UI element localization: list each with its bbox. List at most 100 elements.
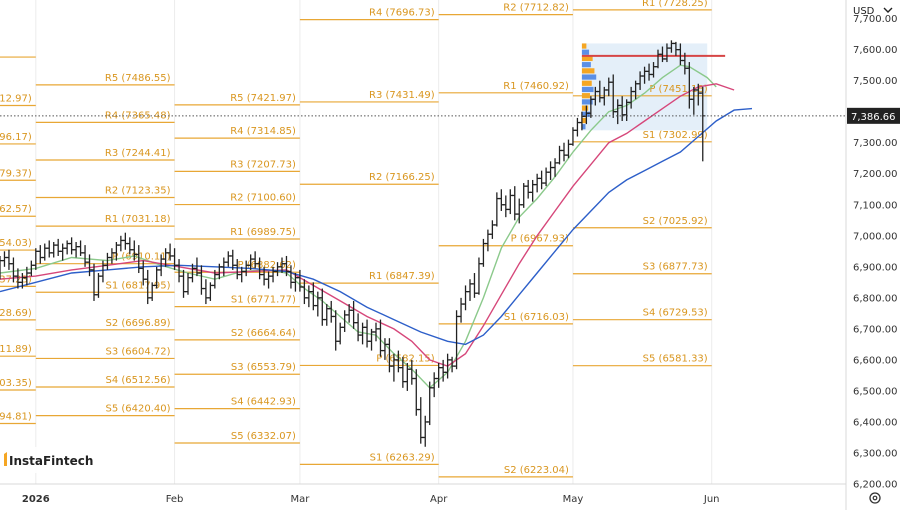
price-bar [368, 328, 375, 351]
price-bar [351, 300, 357, 329]
price-bar [521, 183, 527, 208]
price-bar [185, 273, 191, 295]
price-bar [46, 240, 52, 258]
price-bar [547, 161, 554, 180]
price-bar [328, 300, 334, 323]
price-bar [55, 238, 61, 256]
pivot-label: R1 (7728.25) [642, 0, 708, 9]
pivot-label: 12.97) [0, 93, 32, 104]
price-bar [489, 220, 495, 239]
price-bar [306, 285, 312, 308]
y-axis-background [846, 0, 900, 510]
currency-label[interactable]: USD [853, 6, 893, 17]
price-bar [118, 235, 124, 252]
pivot-label: 54.03) [0, 238, 32, 249]
price-bars [0, 40, 706, 447]
y-tick-label: 6,200.00 [853, 480, 898, 491]
pivot-label: 03.35) [0, 378, 32, 389]
price-bar [42, 243, 48, 261]
x-axis: 2026 Feb Mar Apr May Jun [0, 483, 846, 505]
pivot-label: P (6882.62) [238, 260, 296, 271]
y-tick-label: 7,200.00 [853, 169, 898, 180]
pivot-label: R3 (7207.73) [230, 159, 296, 170]
y-tick-label: 7,700.00 [853, 14, 898, 25]
price-bar [355, 313, 361, 342]
pivot-label: S1 (7302.99) [643, 130, 708, 141]
pivot-label: S4 (6729.53) [643, 308, 708, 319]
price-bar [33, 248, 39, 270]
pivot-label: R4 (7696.73) [369, 8, 435, 19]
price-bar [507, 189, 513, 215]
price-bar [225, 251, 231, 267]
pivot-label: P (6910.11) [112, 252, 170, 263]
y-tick-label: 6,600.00 [853, 355, 898, 366]
price-bar [427, 381, 433, 426]
pivot-label: S4 (6442.93) [231, 397, 296, 408]
moving-average-line [0, 107, 753, 346]
price-bar [297, 269, 303, 292]
profile-bar [581, 124, 586, 130]
pivot-label: S5 (6420.40) [106, 404, 171, 415]
price-bar [525, 179, 531, 199]
pivot-label: S3 (6877.73) [643, 262, 708, 273]
gridlines [35, 0, 713, 484]
price-bar [498, 189, 504, 211]
profile-bar [581, 55, 593, 62]
x-tick-label: 2026 [22, 494, 50, 505]
y-axis: 7,700.007,600.007,500.007,400.007,300.00… [845, 0, 900, 510]
price-bar [574, 117, 581, 137]
profile-bar [581, 49, 590, 55]
pivot-label: R2 (7712.82) [503, 3, 569, 14]
pivot-label: P (7451.18) [649, 84, 707, 95]
profile-bar [581, 117, 587, 124]
price-bar [265, 271, 272, 289]
price-bar [324, 304, 330, 326]
price-bar [64, 240, 70, 255]
pivot-label: S2 (6696.89) [106, 318, 171, 329]
price-bar [534, 173, 540, 193]
price-bar [418, 397, 424, 444]
x-tick-label: Feb [166, 494, 184, 505]
x-tick-label: Apr [430, 494, 448, 505]
pivot-label: R2 (7166.25) [369, 172, 435, 183]
pivot-label: 28.69) [0, 308, 32, 319]
price-bar [494, 192, 500, 227]
profile-bar [581, 43, 587, 49]
logo-mark-icon [4, 452, 7, 466]
y-tick-label: 6,700.00 [853, 324, 898, 335]
price-bar [60, 243, 66, 261]
pivot-label: R4 (7314.85) [230, 126, 296, 137]
chevron-down-icon [883, 7, 893, 13]
y-tick-label: 7,500.00 [853, 76, 898, 87]
profile-bar [581, 99, 593, 105]
price-bar [543, 167, 549, 187]
pivot-label: R1 (7031.18) [105, 214, 171, 225]
settings-button[interactable] [869, 492, 881, 504]
y-tick-label: 7,600.00 [853, 45, 898, 56]
price-bar [333, 310, 339, 351]
price-bar [315, 291, 321, 317]
x-tick-label: Mar [290, 494, 310, 505]
pivot-label: R3 (7244.41) [105, 148, 171, 159]
pivot-label: S1 (6817.95) [106, 280, 171, 291]
pivot-label: S5 (6581.33) [643, 354, 708, 365]
price-bar [539, 170, 545, 190]
price-bar [485, 229, 491, 252]
price-bar [556, 145, 563, 165]
price-bar [467, 279, 473, 301]
price-bar [69, 237, 75, 255]
y-tick-label: 6,300.00 [853, 448, 898, 459]
profile-bar [581, 80, 592, 86]
pivot-label: S2 (7025.92) [643, 216, 708, 227]
profile-bar [581, 62, 591, 68]
y-tick-label: 7,000.00 [853, 231, 898, 242]
pivot-label: S1 (6716.03) [504, 312, 569, 323]
pivot-label: P (6967.93) [511, 234, 569, 245]
y-tick-label: 7,100.00 [853, 200, 898, 211]
pivot-label: R3 (7431.49) [369, 90, 435, 101]
price-bar [91, 263, 97, 301]
y-tick-label: 6,900.00 [853, 262, 898, 273]
price-bar [207, 282, 213, 301]
price-bar [503, 195, 509, 218]
pivot-label: S3 (6553.79) [231, 362, 296, 373]
